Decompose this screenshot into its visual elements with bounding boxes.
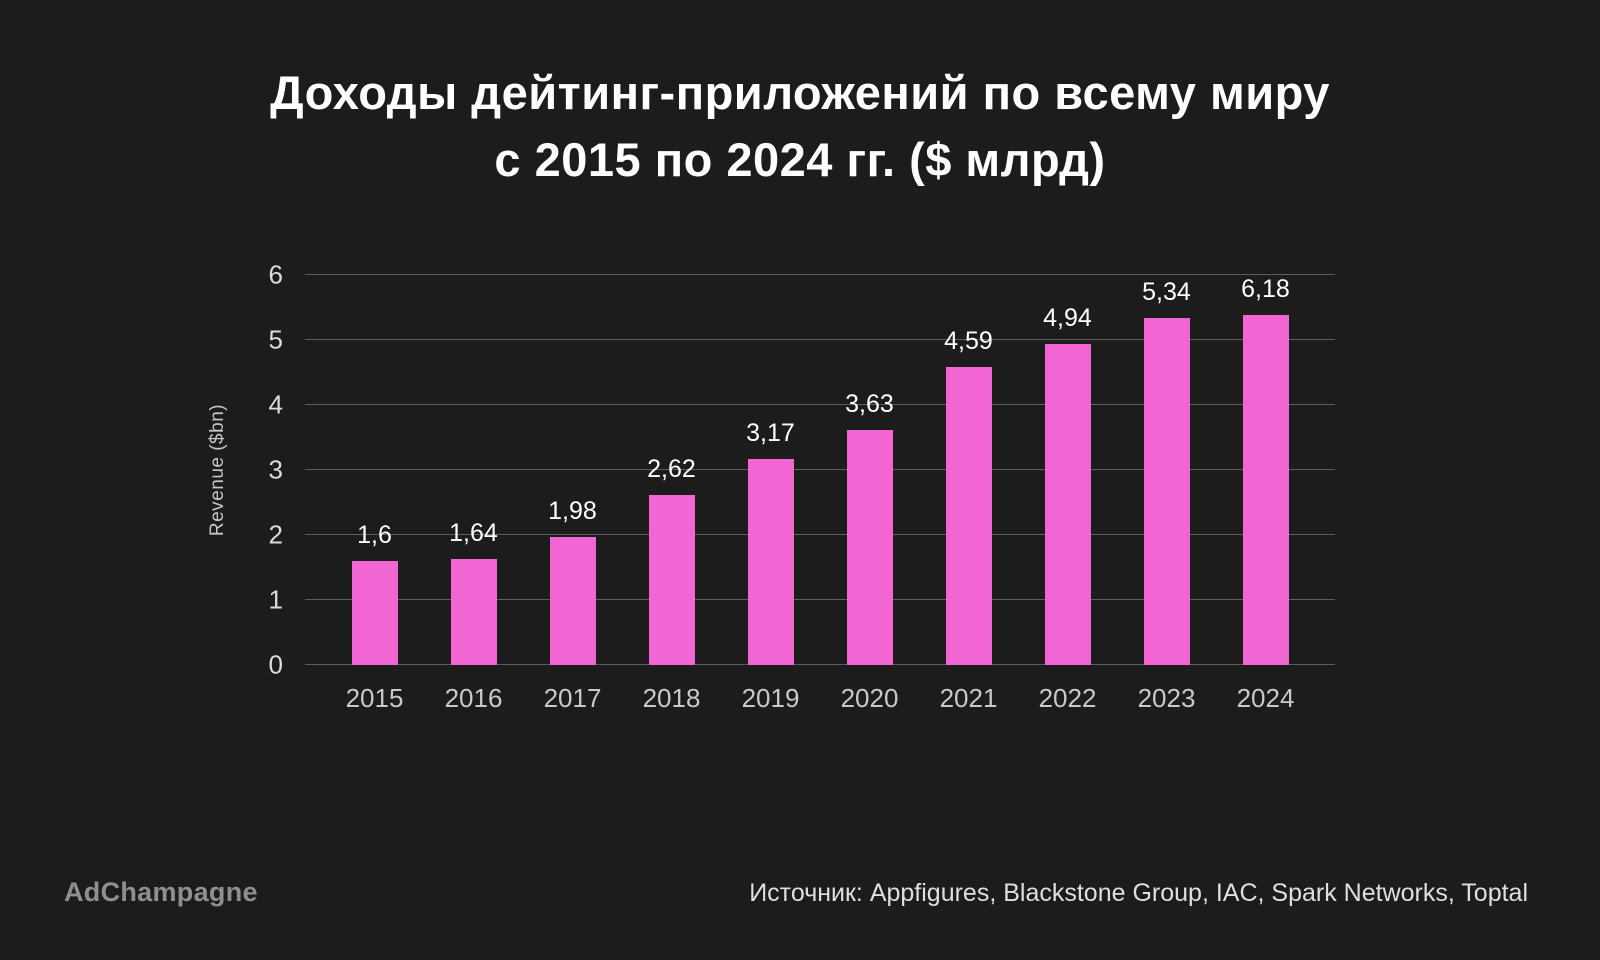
source-text: Источник: Appfigures, Blackstone Group, … <box>749 879 1528 907</box>
y-tick-label: 2 <box>268 519 283 550</box>
bar-value-label: 4,94 <box>1043 304 1092 333</box>
y-axis-title: Revenue ($bn) <box>207 404 228 537</box>
bar-value-label: 3,17 <box>746 419 795 448</box>
gridline <box>305 339 1335 341</box>
chart-title-line1: Доходы дейтинг-приложений по всему миру <box>270 66 1330 119</box>
bar <box>1143 318 1190 666</box>
bar-slot: 6,18 <box>1216 275 1315 666</box>
bar-value-label: 1,98 <box>548 496 597 525</box>
x-tick-label: 2021 <box>939 683 998 714</box>
bar <box>846 429 893 666</box>
x-tick-label: 2016 <box>444 683 503 714</box>
bar-value-label: 5,34 <box>1142 278 1191 307</box>
bar <box>1044 344 1091 666</box>
y-tick-label: 4 <box>268 389 283 420</box>
gridline <box>305 404 1335 406</box>
chart: Revenue ($bn) 1,6 1,64 1,98 2,62 3,17 3,63 4,5… <box>207 260 1335 714</box>
bar-value-label: 6,18 <box>1241 275 1290 304</box>
y-tick-label: 5 <box>268 324 283 355</box>
x-tick-label: 2020 <box>840 683 899 714</box>
page: Доходы дейтинг-приложений по всему миру … <box>0 60 1600 960</box>
y-tick-label: 6 <box>268 259 283 290</box>
bar-slot: 3,63 <box>820 275 919 666</box>
chart-title: Доходы дейтинг-приложений по всему миру … <box>0 60 1600 193</box>
bar <box>1242 315 1289 666</box>
bar <box>450 558 497 666</box>
bar-value-label: 1,64 <box>449 518 498 547</box>
bar <box>747 459 794 666</box>
bars-row: 1,6 1,64 1,98 2,62 3,17 3,63 4,59 4,94 5,34 6,18 <box>305 275 1335 666</box>
bar-slot: 4,59 <box>919 275 1018 666</box>
x-tick-label: 2023 <box>1137 683 1196 714</box>
gridline <box>305 274 1335 276</box>
bar-slot: 3,17 <box>721 275 820 666</box>
x-tick-label: 2018 <box>642 683 701 714</box>
x-axis-labels: 2015 2016 2017 2018 2019 2020 2021 2022 2023 2024 <box>305 683 1335 714</box>
bar-value-label: 1,6 <box>357 521 392 550</box>
bar <box>945 367 992 666</box>
bar <box>351 561 398 666</box>
plot-area: Revenue ($bn) 1,6 1,64 1,98 2,62 3,17 3,63 4,5… <box>207 260 1335 680</box>
y-tick-label: 3 <box>268 454 283 485</box>
bar-slot: 1,98 <box>523 275 622 666</box>
bar-slot: 4,94 <box>1018 275 1117 666</box>
y-tick-label: 1 <box>268 584 283 615</box>
bar-value-label: 3,63 <box>845 389 894 418</box>
gridline <box>305 469 1335 471</box>
bar <box>648 495 695 666</box>
gridline <box>305 664 1335 666</box>
x-tick-label: 2024 <box>1236 683 1295 714</box>
bar-slot: 1,64 <box>424 275 523 666</box>
x-tick-label: 2019 <box>741 683 800 714</box>
bar-slot: 2,62 <box>622 275 721 666</box>
x-tick-label: 2017 <box>543 683 602 714</box>
gridline <box>305 599 1335 601</box>
bar-value-label: 4,59 <box>944 327 993 356</box>
bar-slot: 5,34 <box>1117 275 1216 666</box>
gridline <box>305 534 1335 536</box>
x-tick-label: 2022 <box>1038 683 1097 714</box>
x-tick-label: 2015 <box>345 683 404 714</box>
bar-slot: 1,6 <box>325 275 424 666</box>
y-tick-label: 0 <box>268 649 283 680</box>
bar-value-label: 2,62 <box>647 455 696 484</box>
brand-logo: AdChampagne <box>64 877 258 907</box>
bar <box>549 536 596 666</box>
chart-title-line2: с 2015 по 2024 гг. ($ млрд) <box>494 132 1106 186</box>
